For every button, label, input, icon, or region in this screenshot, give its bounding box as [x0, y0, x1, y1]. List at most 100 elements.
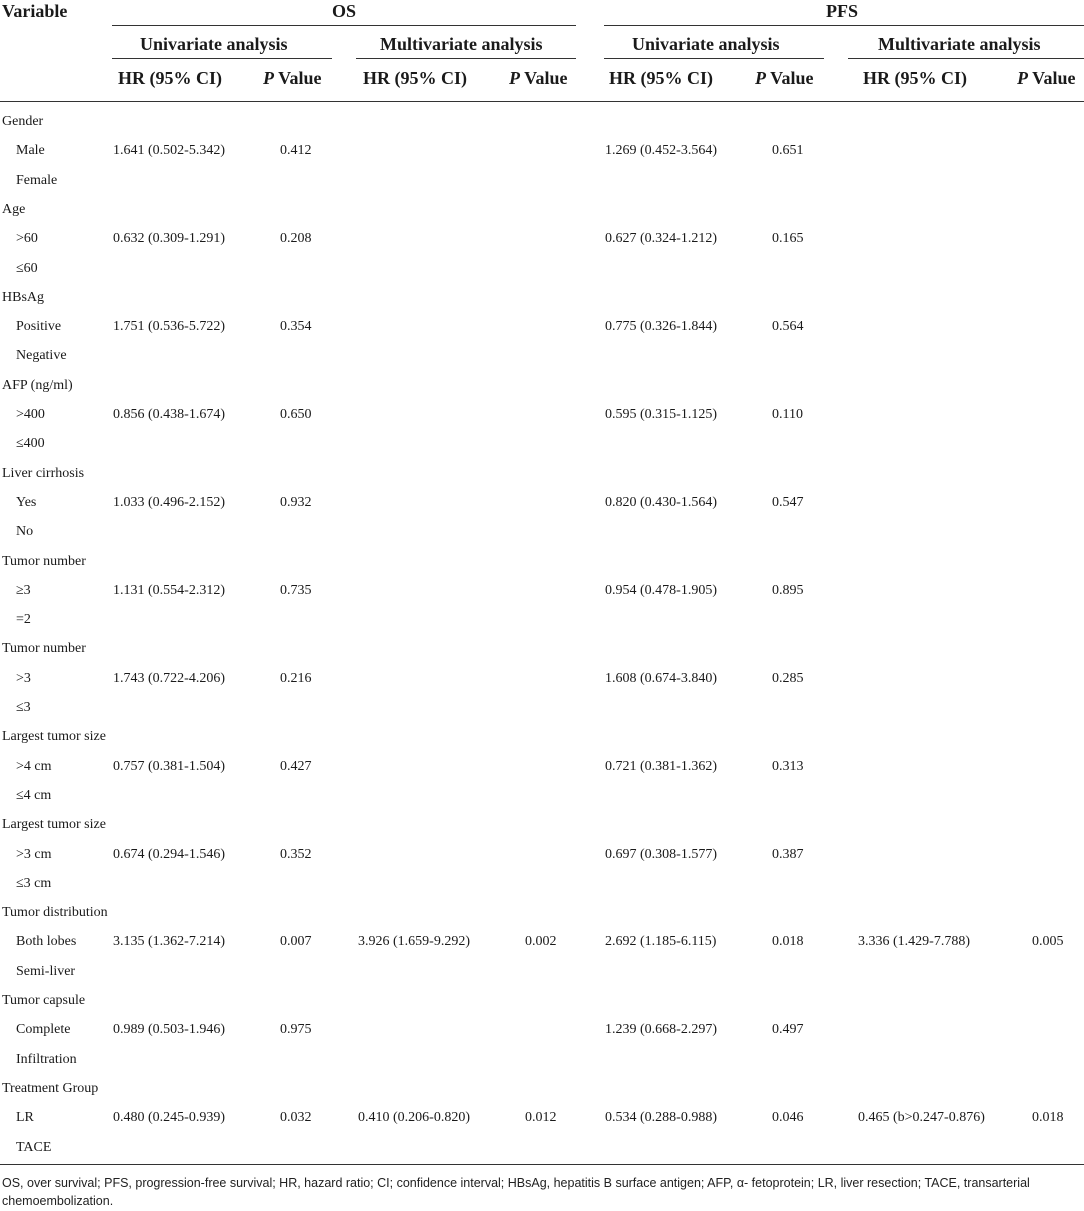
row-label: TACE: [16, 1139, 52, 1155]
hr-ci-value: 3.336 (1.429-7.788): [858, 934, 970, 950]
hr-ci-value: 1.743 (0.722-4.206): [113, 670, 225, 686]
p-value: 0.387: [772, 846, 804, 862]
row-label: Yes: [16, 494, 37, 510]
pfs-univariate-rule: [604, 58, 824, 59]
hr-ci-value: 0.627 (0.324-1.212): [605, 231, 717, 247]
hr-ci-value: 3.926 (1.659-9.292): [358, 934, 470, 950]
pfs-multi-p-header: P Value: [1017, 68, 1076, 88]
hr-ci-value: 0.410 (0.206-0.820): [358, 1110, 470, 1126]
hr-ci-value: 0.954 (0.478-1.905): [605, 582, 717, 598]
p-value: 0.216: [280, 670, 312, 686]
p-value: 0.032: [280, 1110, 312, 1126]
section-label: HBsAg: [2, 289, 45, 305]
p-value: 0.497: [772, 1022, 804, 1038]
os-multi-hr-header: HR (95% CI): [363, 68, 467, 88]
p-value: 0.354: [280, 319, 312, 335]
p-value: 0.007: [280, 934, 312, 950]
p-value: 0.005: [1032, 934, 1064, 950]
row-label: >3: [16, 670, 31, 686]
hr-ci-value: 1.131 (0.554-2.312): [113, 582, 225, 598]
hr-ci-value: 0.697 (0.308-1.577): [605, 846, 717, 862]
row-label: Female: [16, 172, 58, 188]
row-label: ≤4 cm: [16, 787, 52, 803]
p-value: 0.975: [280, 1022, 312, 1038]
row-label: >400: [16, 407, 45, 422]
row-label: ≤3 cm: [16, 875, 52, 891]
p-value: 0.895: [772, 582, 804, 598]
p-value: 0.012: [525, 1110, 557, 1126]
section-label: Tumor distribution: [2, 905, 108, 921]
p-value: 0.110: [772, 407, 803, 422]
hr-ci-value: 3.135 (1.362-7.214): [113, 934, 225, 950]
pfs-uni-p-header: P Value: [755, 68, 814, 88]
row-label: Positive: [16, 319, 62, 335]
row-label: Complete: [16, 1022, 71, 1038]
row-label: No: [16, 524, 34, 540]
p-value: 0.932: [280, 494, 312, 510]
os-group-rule: [112, 25, 576, 26]
table-bottom-rule: [0, 1164, 1084, 1165]
row-label: Semi-liver: [16, 963, 76, 979]
hr-ci-value: 0.721 (0.381-1.362): [605, 758, 717, 774]
row-label: =2: [16, 612, 31, 628]
section-label: Tumor number: [2, 553, 86, 569]
hr-ci-value: 0.465 (b>0.247-0.876): [858, 1110, 985, 1126]
section-label: Tumor capsule: [2, 993, 86, 1008]
section-label: Largest tumor size: [2, 729, 106, 745]
row-label: Male: [16, 143, 45, 159]
p-value: 0.313: [772, 758, 804, 774]
hr-ci-value: 0.595 (0.315-1.125): [605, 407, 717, 422]
row-label: >4 cm: [16, 758, 52, 774]
hr-ci-value: 0.674 (0.294-1.546): [113, 846, 225, 862]
p-value: 0.352: [280, 846, 312, 862]
pfs-multi-hr-header: HR (95% CI): [863, 68, 967, 88]
hr-ci-value: 1.751 (0.536-5.722): [113, 319, 225, 335]
section-label: Tumor number: [2, 641, 86, 657]
hr-ci-value: 0.632 (0.309-1.291): [113, 231, 225, 247]
row-label: Infiltration: [16, 1051, 77, 1067]
hr-ci-value: 0.757 (0.381-1.504): [113, 758, 225, 774]
group-header-os: OS: [332, 1, 357, 21]
hr-ci-value: 0.534 (0.288-0.988): [605, 1110, 717, 1126]
p-value: 0.018: [772, 934, 804, 950]
os-univariate-rule: [112, 58, 332, 59]
p-value: 0.046: [772, 1110, 804, 1126]
os-multivariate-rule: [356, 58, 576, 59]
section-label: Age: [2, 201, 26, 217]
hr-ci-value: 0.775 (0.326-1.844): [605, 319, 717, 335]
p-value: 0.427: [280, 758, 312, 774]
row-label: ≤60: [16, 260, 38, 276]
hr-ci-value: 0.480 (0.245-0.939): [113, 1110, 225, 1126]
hr-ci-value: 2.692 (1.185-6.115): [605, 934, 717, 950]
p-value: 0.208: [280, 231, 312, 247]
os-multivariate-header: Multivariate analysis: [380, 34, 543, 54]
hr-ci-value: 0.820 (0.430-1.564): [605, 494, 717, 510]
hr-ci-value: 0.989 (0.503-1.946): [113, 1022, 225, 1038]
row-label: Both lobes: [16, 934, 77, 950]
p-value: 0.165: [772, 231, 804, 247]
p-value: 0.651: [772, 143, 804, 159]
hr-ci-value: 1.239 (0.668-2.297): [605, 1022, 717, 1038]
hr-ci-value: 1.269 (0.452-3.564): [605, 143, 717, 159]
pfs-uni-hr-header: HR (95% CI): [609, 68, 713, 88]
pfs-univariate-header: Univariate analysis: [632, 34, 780, 54]
p-value: 0.735: [280, 582, 312, 598]
variable-header: Variable: [2, 1, 68, 21]
table-footnote: OS, over survival; PFS, progression-free…: [2, 1176, 1030, 1208]
p-value: 0.564: [772, 319, 804, 335]
hr-ci-value: 1.033 (0.496-2.152): [113, 494, 225, 510]
hr-ci-value: 1.641 (0.502-5.342): [113, 143, 225, 159]
header-bottom-rule: [0, 101, 1084, 102]
os-multi-p-header: P Value: [509, 68, 568, 88]
pfs-multivariate-rule: [848, 58, 1084, 59]
row-label: LR: [16, 1110, 34, 1126]
row-label: ≥3: [16, 582, 31, 598]
section-label: Treatment Group: [2, 1080, 99, 1096]
pfs-multivariate-header: Multivariate analysis: [878, 34, 1041, 54]
hr-ci-value: 0.856 (0.438-1.674): [113, 407, 225, 422]
section-label: Liver cirrhosis: [2, 465, 85, 481]
p-value: 0.547: [772, 494, 804, 510]
row-label: >60: [16, 231, 38, 247]
row-label: ≤3: [16, 700, 31, 715]
pfs-group-rule: [604, 25, 1084, 26]
